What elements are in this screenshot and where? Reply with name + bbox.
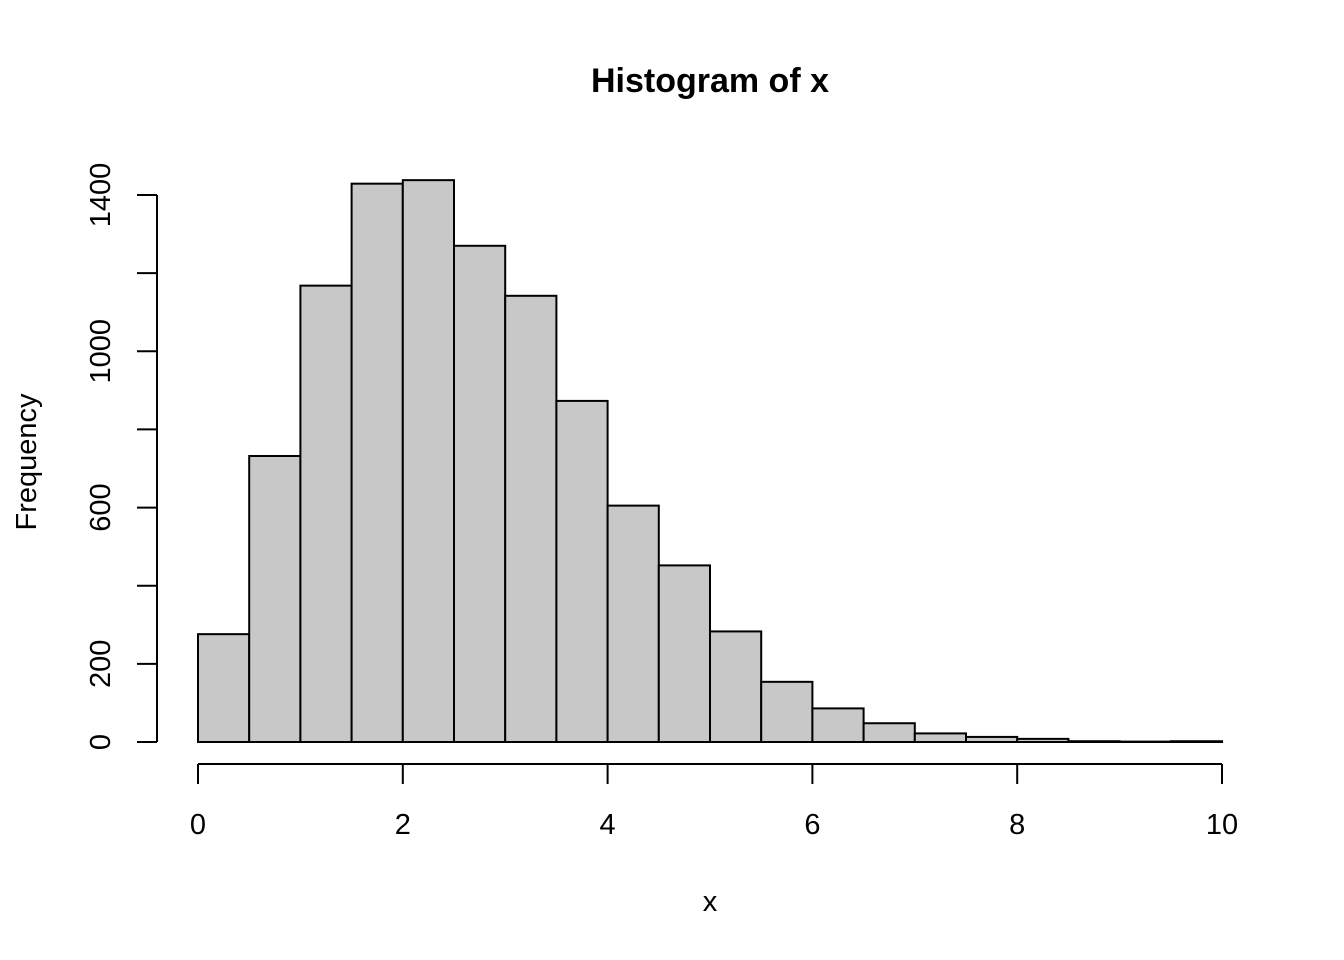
y-tick-label: 600: [85, 483, 117, 531]
histogram-bar: [862, 722, 916, 744]
histogram-bar: [248, 454, 302, 743]
y-tick-label: 1400: [85, 163, 117, 228]
y-axis-label: Frequency: [11, 393, 43, 531]
histogram-bar: [1169, 740, 1224, 743]
histogram-bar: [760, 680, 814, 744]
x-tick-label: 0: [190, 809, 206, 841]
histogram-bar: [350, 182, 404, 743]
histogram-bar: [1016, 737, 1070, 743]
histogram-bar: [299, 284, 353, 743]
x-tick-label: 8: [1009, 809, 1025, 841]
histogram-bar: [555, 399, 609, 743]
y-tick-label: 200: [85, 640, 117, 688]
histogram-bar: [913, 732, 967, 744]
histogram-bar: [504, 294, 558, 743]
histogram-bar: [606, 504, 660, 743]
histogram-bar: [401, 179, 455, 744]
histogram-bar: [1067, 740, 1121, 743]
bars-group: [197, 179, 1224, 744]
x-axis: 0 2 4 6 8 10: [190, 763, 1238, 841]
x-tick-label: 6: [804, 809, 820, 841]
x-axis-label: x: [703, 886, 718, 918]
histogram-bar: [965, 735, 1019, 744]
histogram-bar: [197, 633, 251, 743]
y-tick-label: 0: [85, 734, 117, 750]
chart-title: Histogram of x: [591, 62, 829, 100]
x-tick-label: 10: [1206, 809, 1238, 841]
histogram-bar: [657, 564, 711, 744]
x-tick-label: 4: [600, 809, 616, 841]
y-axis: 0 200 600 1000 1400: [85, 163, 158, 750]
x-tick-label: 2: [395, 809, 411, 841]
histogram-bar: [709, 630, 763, 743]
histogram-bar: [453, 244, 507, 744]
histogram-bar: [811, 707, 865, 743]
y-tick-label: 1000: [85, 319, 117, 384]
